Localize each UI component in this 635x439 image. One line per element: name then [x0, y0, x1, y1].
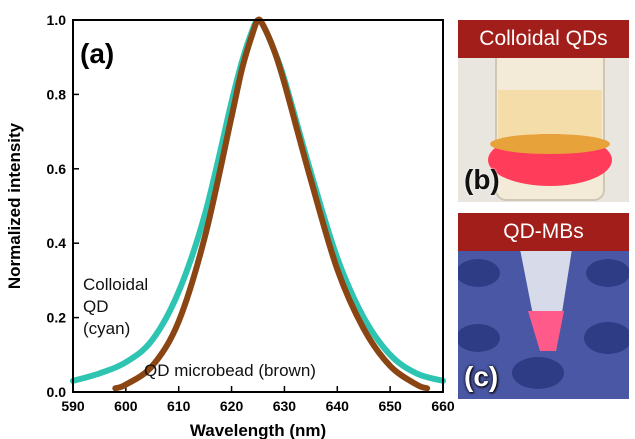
rack-hole [512, 357, 564, 389]
tube-pink-beads [528, 311, 564, 351]
x-tick-label: 610 [167, 398, 191, 414]
x-tick-label: 600 [114, 398, 138, 414]
x-axis-label: Wavelength (nm) [190, 421, 326, 439]
photo-banner-microbeads: QD-MBs [458, 213, 629, 251]
x-tick-label: 620 [220, 398, 244, 414]
y-tick-label: 0.6 [47, 161, 67, 177]
x-tick-label: 630 [273, 398, 297, 414]
y-tick-label: 0.8 [47, 86, 67, 102]
x-tick-label: 650 [378, 398, 402, 414]
vial-liquid-edge [490, 134, 610, 154]
annotation-colloidal: Colloidal QD (cyan) [83, 275, 153, 338]
rack-hole [586, 259, 629, 287]
panel-label: (a) [80, 38, 114, 69]
y-tick-label: 0.0 [47, 384, 67, 400]
annotation-line-2: QD [83, 297, 109, 316]
spectrum-chart: 590 600 610 620 630 640 650 660 0.0 0.2 0.4 0.6 0.8 1… [5, 12, 455, 439]
x-tick-label: 590 [61, 398, 85, 414]
annotation-microbead: QD microbead (brown) [144, 361, 316, 380]
x-tick-label: 640 [326, 398, 350, 414]
annotation-line-3: (cyan) [83, 319, 130, 338]
series-line-qd-microbead [112, 16, 431, 392]
x-tick-label: 660 [431, 398, 455, 414]
photo-banner-colloidal: Colloidal QDs [458, 20, 629, 58]
panel-label-b: (b) [464, 164, 500, 195]
y-tick-label: 1.0 [47, 12, 67, 28]
y-axis-label: Normalized intensity [5, 122, 24, 289]
annotation-line-1: Colloidal [83, 275, 148, 294]
plot-frame [72, 19, 444, 393]
y-tick-label: 0.2 [47, 310, 67, 326]
rack-hole [584, 322, 629, 354]
colloidal-qd-photo: Colloidal QDs (b) [458, 20, 629, 202]
y-tick-label: 0.4 [47, 235, 67, 251]
qd-microbead-photo: QD-MBs (c) [458, 213, 629, 399]
rack-hole [458, 324, 500, 352]
panel-label-c: (c) [464, 361, 499, 392]
tick-layer: 590 600 610 620 630 640 650 660 0.0 0.2 0.4 0.6 0.8 1… [47, 12, 455, 414]
rack-hole [458, 259, 500, 287]
